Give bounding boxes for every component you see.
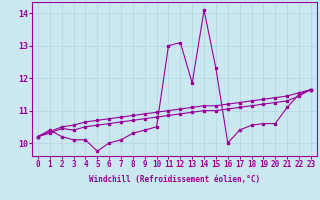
X-axis label: Windchill (Refroidissement éolien,°C): Windchill (Refroidissement éolien,°C) [89, 175, 260, 184]
